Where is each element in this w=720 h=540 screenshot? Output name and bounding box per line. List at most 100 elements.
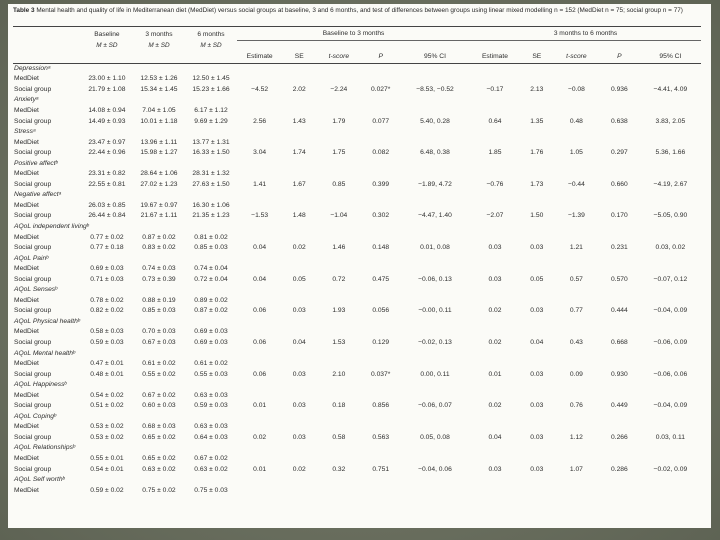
table-cell: −0.00, 0.11: [418, 307, 452, 315]
section-label: AQoL Copingᵇ: [14, 412, 57, 420]
table-cell: [520, 232, 554, 243]
table-cell: [520, 106, 554, 117]
col-3-months-msd: M ± SD: [148, 41, 170, 49]
table-cell: 0.18: [332, 402, 346, 410]
table-cell: [361, 232, 399, 243]
table-row: Social group 0.77 ± 0.18 0.83 ± 0.02 0.85 ±…: [13, 243, 701, 254]
table-cell: 0.69 ± 0.03: [194, 338, 228, 346]
table-cell: 0.67 ± 0.02: [194, 455, 228, 462]
table-cell: −1.39: [567, 212, 585, 220]
table-cell: [282, 327, 316, 338]
header-row-periods: Baseline 3 months 6 months Baseline to 3…: [13, 28, 701, 41]
table-cell: 15.34 ± 1.45: [140, 85, 178, 93]
table-cell: 0.03: [530, 307, 544, 315]
table-cell: [237, 137, 282, 148]
table-cell: [599, 422, 640, 433]
table-cell: [316, 201, 361, 212]
table-cell: [361, 296, 399, 307]
table-cell: 2.10: [332, 370, 346, 378]
table-cell: 0.74 ± 0.04: [194, 265, 228, 273]
table-cell: −0.44: [567, 180, 585, 188]
table-row: Social group 22.55 ± 0.81 27.02 ± 1.23 27.6…: [13, 180, 701, 191]
table-cell: 1.73: [530, 180, 544, 188]
table-cell: 0.668: [611, 338, 628, 346]
table-cell: −0.76: [486, 180, 504, 188]
table-cell: 0.87 ± 0.02: [142, 233, 176, 241]
section-label: AQoL Physical healthᵇ: [14, 317, 80, 325]
table-cell: −0.04, 0.09: [653, 402, 688, 410]
table-cell: 0.48 ± 0.01: [90, 370, 124, 378]
col-estimate-2: Estimate: [470, 50, 520, 64]
col-6-months: 6 months: [197, 30, 225, 38]
table-cell: [599, 390, 640, 401]
table-cell: 0.73 ± 0.39: [142, 275, 176, 283]
table-cell: 0.06: [253, 338, 267, 346]
table-cell: [554, 422, 599, 433]
table-cell: 0.64 ± 0.03: [194, 433, 228, 441]
table-cell: 0.59 ± 0.03: [194, 402, 228, 410]
table-cell: 0.63 ± 0.03: [194, 391, 228, 399]
table-cell: [237, 296, 282, 307]
table-cell: 0.936: [611, 85, 628, 93]
table-cell: 5.36, 1.66: [655, 149, 686, 157]
table-row: Social group 26.44 ± 0.84 21.67 ± 1.11 21.3…: [13, 211, 701, 222]
table-cell: 0.09: [569, 370, 583, 378]
header-row-msd: M ± SD M ± SD M ± SD: [13, 41, 701, 51]
table-cell: 1.07: [569, 465, 583, 473]
table-cell: [237, 485, 282, 496]
table-cell: 22.44 ± 0.96: [88, 149, 126, 157]
table-cell: [237, 169, 282, 180]
table-cell: [282, 74, 316, 85]
table-cell: −0.06, 0.07: [418, 402, 452, 410]
table-cell: [361, 264, 399, 275]
table-cell: [316, 454, 361, 465]
table-cell: [361, 359, 399, 370]
table-cell: [400, 74, 470, 85]
table-cell: [470, 201, 520, 212]
table-cell: [316, 232, 361, 243]
table-cell: [520, 454, 554, 465]
section-label: AQoL Painᵇ: [14, 254, 49, 262]
table-cell: [237, 359, 282, 370]
table-cell: 1.50: [530, 212, 544, 220]
table-cell: 15.98 ± 1.27: [140, 149, 178, 157]
table-cell: [520, 390, 554, 401]
table-cell: 0.04: [488, 433, 502, 441]
table-cell: −0.06, 0.09: [653, 338, 688, 346]
table-label: Table 3: [13, 7, 35, 14]
table-cell: [316, 137, 361, 148]
group-label: MedDiet: [14, 296, 39, 304]
table-cell: 0.72: [332, 275, 346, 283]
section-row: AQoL Painᵇ: [13, 253, 701, 264]
table-cell: [554, 359, 599, 370]
group-label: Social group: [14, 402, 52, 410]
table-cell: 0.02: [292, 465, 306, 473]
table-cell: 0.81 ± 0.02: [194, 233, 228, 241]
table-cell: −0.02, 0.09: [653, 465, 688, 473]
table-cell: 3.04: [253, 149, 267, 157]
table-cell: [554, 485, 599, 496]
group-label: Social group: [14, 307, 52, 315]
table-cell: 1.93: [332, 307, 346, 315]
table-cell: 0.55 ± 0.01: [90, 455, 124, 462]
col-3-months: 3 months: [145, 30, 173, 38]
section-label: Positive affectᵇ: [14, 159, 58, 167]
table-cell: −0.07, 0.12: [653, 275, 688, 283]
table-cell: [640, 264, 701, 275]
table-cell: 0.082: [372, 149, 390, 157]
table-cell: 0.88 ± 0.19: [142, 296, 176, 304]
table-cell: 0.58: [332, 433, 346, 441]
group-label: Social group: [14, 338, 52, 346]
table-cell: 0.03: [292, 370, 306, 378]
table-body: Depressionᵃ MedDiet 23.00 ± 1.10 12.53 ± 1.…: [13, 64, 701, 496]
table-cell: [470, 169, 520, 180]
table-cell: [520, 296, 554, 307]
section-row: AQoL Sensesᵇ: [13, 285, 701, 296]
table-row: MedDiet 14.08 ± 0.94 7.04 ± 1.05 6.17 ± 1.1…: [13, 106, 701, 117]
section-row: Negative affectᵃ: [13, 190, 701, 201]
table-cell: [316, 327, 361, 338]
table-cell: −0.06, 0.13: [418, 275, 452, 283]
col-se: SE: [282, 50, 317, 64]
table-row: Social group 0.82 ± 0.02 0.85 ± 0.03 0.87 ±…: [13, 306, 701, 317]
table-cell: [599, 264, 640, 275]
